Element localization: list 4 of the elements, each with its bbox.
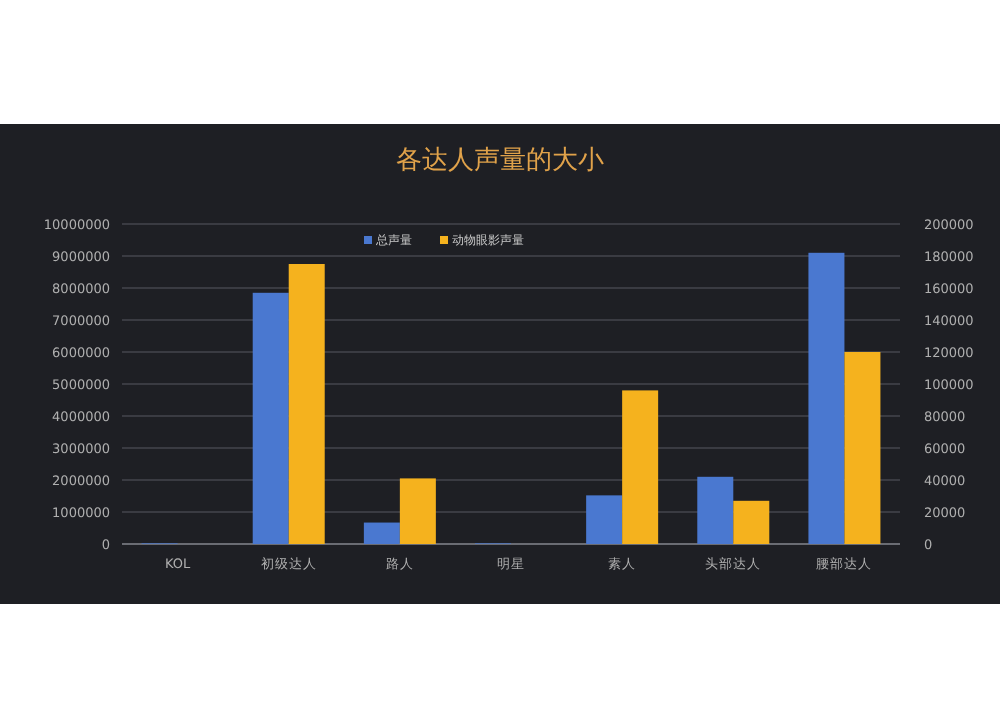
bar (622, 390, 659, 544)
bar (586, 495, 623, 544)
chart-title: 各达人声量的大小 (396, 146, 604, 176)
bar (399, 478, 436, 544)
